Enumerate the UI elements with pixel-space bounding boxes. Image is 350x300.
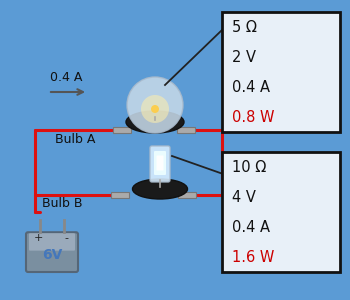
Circle shape: [151, 105, 159, 113]
Text: 4 V: 4 V: [232, 190, 256, 205]
Circle shape: [127, 77, 183, 133]
Text: 0.4 A: 0.4 A: [232, 80, 270, 94]
FancyBboxPatch shape: [156, 155, 163, 170]
Ellipse shape: [133, 179, 188, 199]
Text: 0.4 A: 0.4 A: [232, 220, 270, 235]
FancyBboxPatch shape: [29, 233, 75, 251]
FancyBboxPatch shape: [154, 151, 166, 175]
FancyBboxPatch shape: [26, 232, 78, 272]
FancyBboxPatch shape: [222, 12, 340, 132]
Bar: [111, 192, 129, 198]
Text: +: +: [33, 233, 43, 243]
FancyBboxPatch shape: [150, 146, 170, 182]
Bar: [113, 127, 131, 133]
Text: 6V: 6V: [42, 248, 62, 262]
FancyBboxPatch shape: [222, 152, 340, 272]
Text: 0.8 W: 0.8 W: [232, 110, 274, 124]
Text: 0.4 A: 0.4 A: [50, 71, 82, 84]
Ellipse shape: [126, 111, 184, 133]
Bar: [177, 127, 195, 133]
Text: Bulb B: Bulb B: [42, 197, 83, 210]
Text: -: -: [64, 233, 68, 243]
Text: 1.6 W: 1.6 W: [232, 250, 274, 265]
Circle shape: [141, 95, 169, 123]
Text: 2 V: 2 V: [232, 50, 256, 64]
Bar: [178, 192, 196, 198]
Text: Bulb A: Bulb A: [55, 133, 95, 146]
Text: 5 Ω: 5 Ω: [232, 20, 257, 34]
Text: 10 Ω: 10 Ω: [232, 160, 266, 175]
